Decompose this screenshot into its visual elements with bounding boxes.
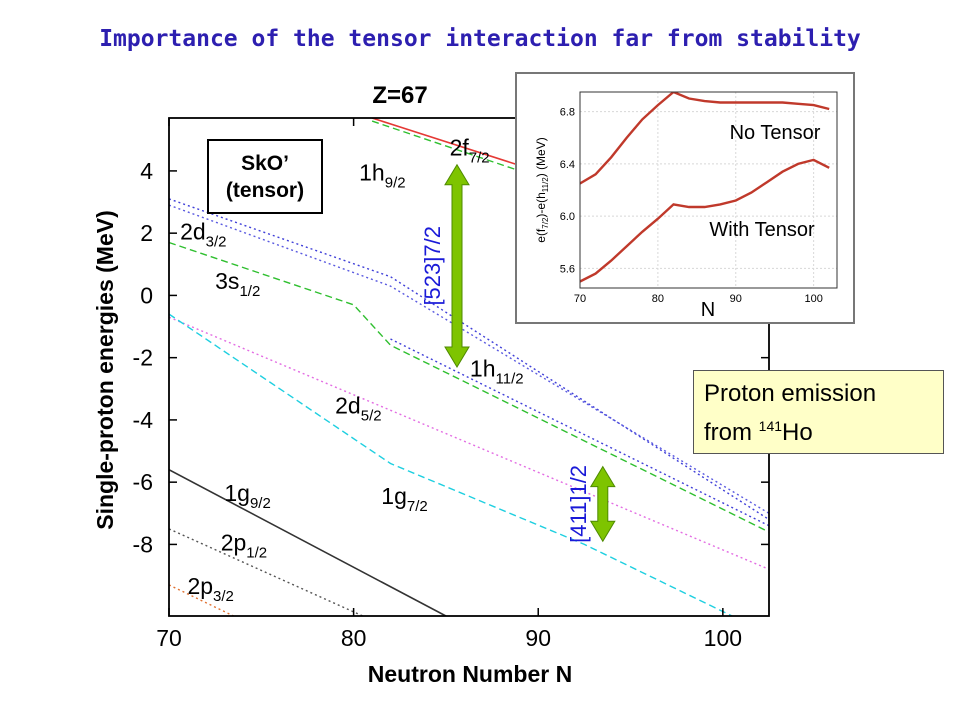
orbital-label-main: 2p [187, 573, 213, 599]
x-tick-label: 90 [525, 625, 551, 651]
orbital-label: 3s1/2 [215, 268, 260, 300]
y-tick-label: 2 [140, 220, 153, 246]
main-chart-title: Z=67 [372, 82, 427, 109]
isotope-mass-number: 141 [758, 418, 783, 434]
y-tick-label: -8 [133, 531, 153, 557]
inset-series-label-with-tensor: With Tensor [709, 219, 815, 241]
inset-y-axis-label-part: ) (MeV) [534, 137, 548, 177]
inset-x-axis-label: N [701, 299, 715, 321]
orbital-label: 2f7/2 [450, 134, 490, 166]
force-label-box: SkO’ (tensor) [207, 139, 323, 214]
inset-x-tick-label: 70 [574, 293, 586, 305]
level-line-3s1-2 [169, 241, 769, 533]
emission-line-1: Proton emission [704, 380, 877, 407]
level-line-1g9-2 [169, 468, 447, 616]
inset-series-label-no-tensor: No Tensor [730, 122, 821, 144]
y-axis-label: Single-proton energies (MeV) [92, 210, 118, 529]
inset-frame [515, 72, 855, 324]
y-tick-label: -4 [133, 407, 154, 433]
emission-line-2: from 141Ho [704, 410, 933, 449]
level-line-2d3-2-upper- [169, 204, 769, 514]
inset-x-tick-label: 90 [730, 293, 742, 305]
orbital-label-main: 2d [180, 218, 206, 244]
orbital-label-main: 1h [470, 355, 496, 381]
gap-arrow: [411]1/2 [566, 465, 616, 543]
orbital-label-sub: 7/2 [469, 149, 490, 166]
inset-y-axis-label: e(f7/2)-e(h11/2) (MeV) [534, 137, 550, 242]
orbital-label-main: 2p [221, 530, 247, 556]
level-line-2p3-2 [169, 584, 234, 616]
inset-y-tick-label: 5.6 [560, 263, 575, 275]
orbital-label-sub: 11/2 [496, 370, 524, 387]
main-plot-area: 70 80 90 100 4 2 0 -2 -4 -6 -8 Neutron Number N Sing… [92, 117, 770, 687]
inset-curves [580, 92, 830, 283]
orbital-label: 1h11/2 [470, 355, 524, 387]
inset-series-no-tensor [580, 92, 830, 185]
inset-y-tick-label: 6.4 [560, 159, 575, 171]
double-arrow-shape [589, 465, 616, 543]
inset-x-tick-label: 80 [652, 293, 664, 305]
orbital-label-sub: 1/2 [246, 545, 267, 562]
level-line-2p1-2 [169, 528, 364, 616]
orbital-label-sub: 3/2 [206, 233, 227, 250]
orbital-label-sub: 5/2 [361, 408, 382, 425]
y-tick-label: 4 [140, 158, 153, 184]
y-tick-label: -2 [133, 345, 153, 371]
x-tick-label: 100 [704, 625, 742, 651]
orbital-label: 2d3/2 [180, 218, 226, 250]
x-tick-label: 70 [156, 625, 182, 651]
x-tick-label: 80 [341, 625, 367, 651]
main-plot-frame [168, 117, 770, 617]
force-label-line: SkO’ [241, 152, 289, 175]
orbital-label-sub: 1/2 [239, 283, 260, 300]
inset-series-with-tensor [580, 158, 830, 283]
x-axis-label: Neutron Number N [368, 661, 572, 687]
proton-emission-note: Proton emission from 141Ho [693, 370, 944, 454]
inset-y-tick-label: 6.0 [560, 211, 575, 223]
inset-y-tick-label: 6.8 [560, 107, 575, 119]
slide-title: Importance of the tensor interaction far… [99, 26, 861, 52]
orbital-label: 1h9/2 [359, 159, 405, 191]
orbital-label-sub: 3/2 [213, 588, 234, 605]
level-line-1h11-2 [390, 338, 769, 527]
nilsson-label: [411]1/2 [566, 465, 591, 543]
gap-arrow: [523]7/2 [420, 163, 470, 368]
orbital-label-sub: 7/2 [407, 498, 428, 515]
orbital-label: 2p1/2 [221, 530, 267, 562]
level-line-2d5-2 [169, 316, 769, 570]
orbital-label-sub: 9/2 [385, 174, 406, 191]
inset-y-axis-label-sub: 7/2 [541, 217, 550, 229]
emission-from-text: from [704, 419, 759, 446]
inset-x-tick-label: 100 [804, 293, 822, 305]
orbital-label: 1g9/2 [224, 480, 270, 512]
inset-y-axis-label-sub: 11/2 [541, 177, 550, 193]
orbital-label: 2p3/2 [187, 573, 233, 605]
orbital-label: 2d5/2 [335, 393, 381, 425]
inset-plot-frame [579, 91, 838, 289]
isotope-element: Ho [782, 419, 813, 446]
orbital-label-main: 1h [359, 159, 385, 185]
double-arrow-shape [444, 163, 470, 368]
level-line-1g7-2 [169, 313, 733, 616]
force-label-line: (tensor) [226, 179, 304, 202]
orbital-label-sub: 9/2 [250, 495, 271, 512]
nilsson-label: [523]7/2 [420, 226, 445, 306]
y-tick-label: 0 [140, 282, 153, 308]
force-label-frame [207, 139, 323, 214]
orbital-label-main: 2d [335, 393, 361, 419]
y-tick-label: -6 [133, 469, 153, 495]
orbital-label-main: 1g [224, 480, 250, 506]
orbital-label-main: 3s [215, 268, 239, 294]
orbital-label: 1g7/2 [381, 483, 427, 515]
inset-plot-area: 70 80 90 100 5.6 6.0 6.4 6.8 Ne(f7/2)-e(h11/2) (… [515, 72, 855, 324]
orbital-label-main: 1g [381, 483, 407, 509]
inset-y-axis-label-part: e(f [534, 228, 548, 243]
inset-y-axis-label-part: )-e(h [534, 192, 548, 217]
orbital-label-main: 2f [450, 134, 470, 160]
